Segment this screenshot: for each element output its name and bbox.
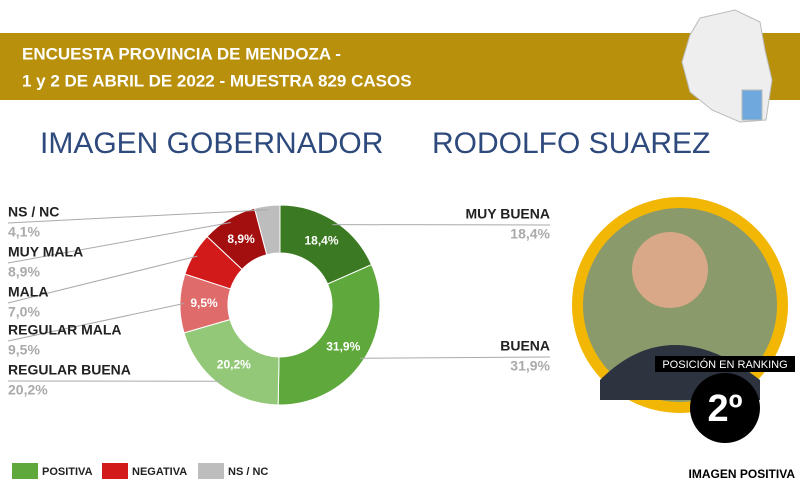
value-label: 20,2% xyxy=(8,382,48,398)
leader-line xyxy=(7,209,268,224)
category-label: REGULAR BUENA xyxy=(8,362,131,378)
category-label: BUENA xyxy=(500,338,550,354)
legend-label: NEGATIVA xyxy=(132,466,187,478)
category-label: NS / NC xyxy=(8,204,59,220)
donut-segment xyxy=(183,318,280,406)
value-label: 8,9% xyxy=(8,264,40,280)
ranking-position: 2º xyxy=(707,388,742,430)
header-line: 1 y 2 DE ABRIL DE 2022 - MUESTRA 829 CAS… xyxy=(22,71,412,90)
caption: IMAGEN POSITIVA xyxy=(689,467,796,481)
category-label: MALA xyxy=(8,284,48,300)
leader-line xyxy=(7,255,198,304)
category-label: REGULAR MALA xyxy=(8,322,122,338)
value-label: 31,9% xyxy=(510,358,550,374)
legend-swatch xyxy=(102,463,128,479)
photo-face xyxy=(632,232,708,308)
header-bar xyxy=(0,33,800,100)
category-label: MUY BUENA xyxy=(465,206,550,222)
segment-label: 31,9% xyxy=(326,339,360,353)
segment-label: 18,4% xyxy=(305,234,339,248)
donut-segment xyxy=(253,204,281,256)
leader-line xyxy=(359,356,551,359)
chart-title: IMAGEN GOBERNADOR xyxy=(40,127,383,160)
ranking-badge xyxy=(690,373,760,443)
category-label: MUY MALA xyxy=(8,244,83,260)
leader-line xyxy=(7,222,231,264)
legend-label: POSITIVA xyxy=(42,466,93,478)
legend-label: NS / NC xyxy=(228,466,268,478)
ranking-bar xyxy=(655,356,795,372)
leader-line xyxy=(7,303,185,342)
ranking-label: POSICIÓN EN RANKING xyxy=(662,358,787,371)
value-label: 7,0% xyxy=(8,304,40,320)
legend-swatch xyxy=(12,463,38,479)
donut-segment xyxy=(277,264,381,406)
segment-label: 9,5% xyxy=(190,296,218,310)
value-label: 18,4% xyxy=(510,226,550,242)
segment-label: 8,9% xyxy=(227,232,255,246)
value-label: 4,1% xyxy=(8,224,40,240)
legend-swatch xyxy=(198,463,224,479)
map-region xyxy=(741,89,763,121)
value-label: 9,5% xyxy=(8,342,40,358)
segment-label: 20,2% xyxy=(217,358,251,372)
chart-subtitle: RODOLFO SUAREZ xyxy=(432,127,710,160)
header-line: ENCUESTA PROVINCIA DE MENDOZA - xyxy=(22,44,341,63)
